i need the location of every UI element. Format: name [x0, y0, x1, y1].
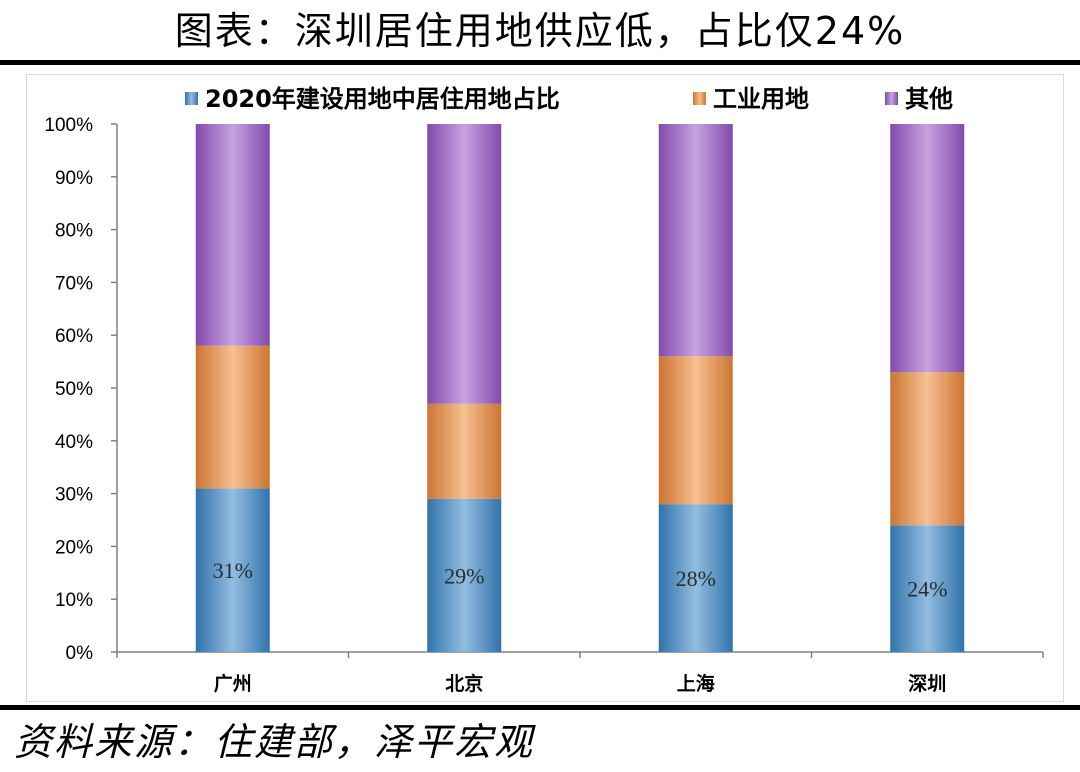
y-tick-label: 100% — [44, 115, 93, 136]
bar-segment — [195, 345, 270, 489]
legend-label: 其他 — [905, 85, 953, 113]
bar-segment — [195, 124, 270, 346]
stacked-bar-chart: 0% 10% 20% 30% 40% 50% 60% 70% 80% 90% 100% 31% 广州 29… — [44, 85, 1044, 695]
bar-segment — [427, 498, 502, 652]
legend-label: 工业用地 — [713, 85, 809, 113]
y-tick-label: 70% — [55, 273, 93, 294]
bar-segment — [427, 403, 502, 499]
y-tick-label: 30% — [55, 485, 93, 506]
x-category-label: 上海 — [677, 672, 715, 695]
legend-swatch — [885, 92, 898, 105]
x-category-label: 深圳 — [908, 672, 946, 695]
top-rule — [0, 60, 1080, 65]
bar-segment — [890, 124, 965, 373]
y-tick-label: 90% — [55, 168, 93, 189]
legend-swatch — [693, 92, 706, 105]
y-tick-label: 60% — [55, 326, 93, 347]
legend-swatch — [185, 92, 198, 105]
bar-segment — [427, 124, 502, 404]
x-category-label: 广州 — [214, 672, 252, 695]
bar-segment — [658, 356, 733, 505]
data-label: 31% — [213, 558, 253, 583]
y-tick-label: 80% — [55, 221, 93, 242]
bar-segment — [658, 124, 733, 357]
source-note: 资料来源：住建部，泽平宏观 — [14, 720, 535, 764]
y-tick-label: 0% — [66, 643, 94, 664]
y-tick-label: 40% — [55, 432, 93, 453]
y-tick-label: 10% — [55, 590, 93, 611]
chart-frame: 0% 10% 20% 30% 40% 50% 60% 70% 80% 90% 100% 31% 广州 29… — [26, 74, 1064, 702]
data-label: 29% — [444, 563, 484, 588]
y-tick-label: 20% — [55, 537, 93, 558]
legend-label: 2020年建设用地中居住用地占比 — [205, 85, 560, 113]
bottom-rule — [0, 705, 1080, 710]
y-tick-label: 50% — [55, 379, 93, 400]
data-label: 28% — [676, 566, 716, 591]
bar-segment — [890, 372, 965, 526]
bar-segment — [890, 525, 965, 652]
x-category-label: 北京 — [445, 672, 483, 695]
bar-segment — [658, 504, 733, 652]
data-label: 24% — [907, 577, 947, 602]
bar-segment — [195, 488, 270, 652]
figure-title: 图表：深圳居住用地供应低，占比仅24% — [174, 9, 906, 53]
